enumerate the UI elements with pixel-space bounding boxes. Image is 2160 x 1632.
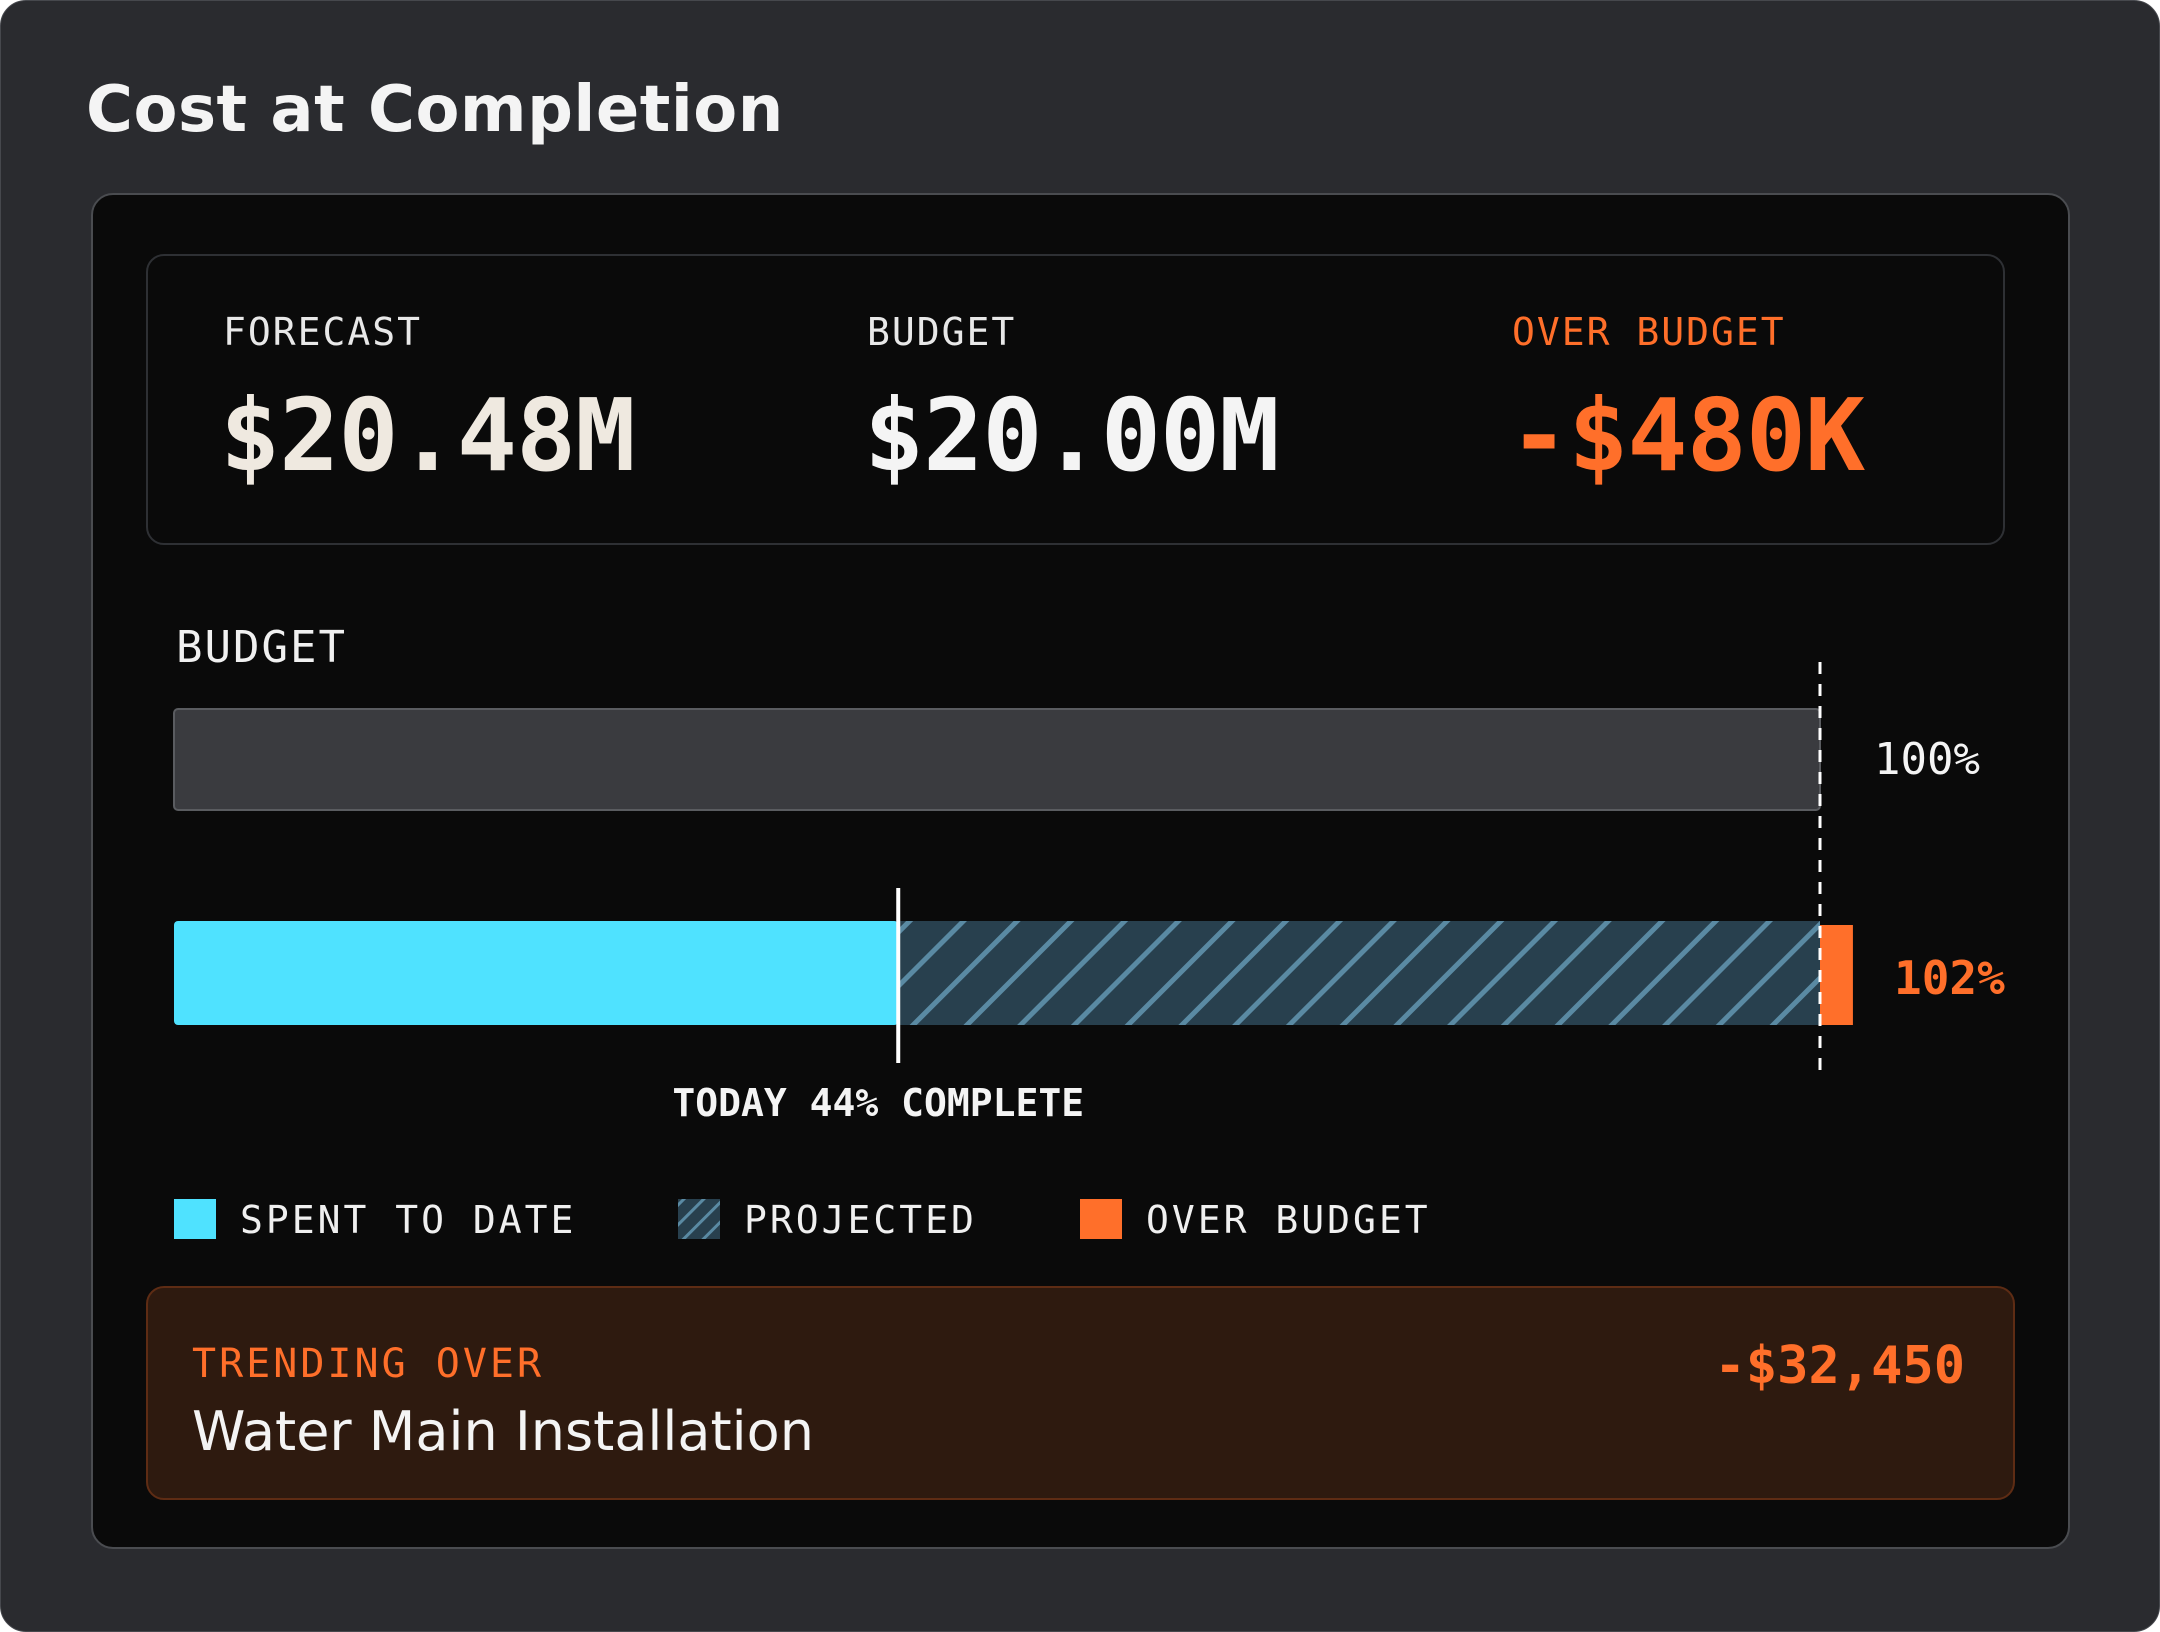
over-budget-label: OVER BUDGET — [1512, 310, 1786, 354]
budget-value: $20.00M — [864, 377, 1279, 494]
legend-label-over: OVER BUDGET — [1146, 1198, 1431, 1242]
page-title: Cost at Completion — [86, 73, 784, 147]
forecast-bar-label: 102% — [1894, 951, 2005, 1005]
budget-bar — [173, 708, 1821, 811]
legend-swatch-spent — [174, 1199, 216, 1239]
alert-item-name: Water Main Installation — [192, 1400, 814, 1463]
trending-alert[interactable]: TRENDING OVER Water Main Installation -$… — [146, 1286, 2015, 1500]
alert-tag: TRENDING OVER — [192, 1341, 545, 1387]
over-budget-value: -$480K — [1509, 377, 1865, 494]
legend-swatch-projected — [678, 1199, 720, 1239]
over-budget-bar — [1820, 925, 1853, 1025]
forecast-value: $20.48M — [220, 377, 635, 494]
budget-bar-label: 100% — [1874, 734, 1980, 785]
summary-box: FORECAST $20.48M BUDGET $20.00M OVER BUD… — [146, 254, 2005, 545]
today-marker-label: TODAY 44% COMPLETE — [672, 1081, 1084, 1125]
chart-title: BUDGET — [176, 622, 347, 673]
spent-to-date-bar — [174, 921, 899, 1025]
alert-amount: -$32,450 — [1714, 1336, 1965, 1396]
projected-bar — [898, 921, 1820, 1025]
legend-label-projected: PROJECTED — [744, 1198, 977, 1242]
legend-label-spent: SPENT TO DATE — [240, 1198, 577, 1242]
legend-swatch-over — [1080, 1199, 1122, 1239]
forecast-label: FORECAST — [223, 310, 423, 354]
budget-label: BUDGET — [867, 310, 1017, 354]
